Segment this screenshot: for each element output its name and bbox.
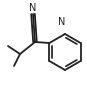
Text: N: N (58, 17, 66, 27)
Text: N: N (29, 3, 37, 13)
